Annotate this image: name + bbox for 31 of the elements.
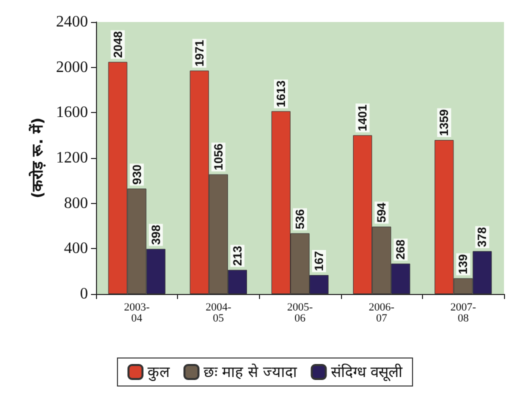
legend-label: कुल: [147, 363, 170, 382]
x-tick-label: 2004-05: [206, 302, 232, 324]
y-tick-label: 0: [80, 286, 88, 302]
data-label: 594: [374, 202, 389, 223]
data-label: 268: [394, 239, 408, 260]
data-label: 930: [130, 164, 144, 185]
x-tick-label: 2003-04: [124, 302, 150, 324]
y-tick-label: 1600: [56, 104, 88, 122]
y-tick-label: 800: [64, 194, 88, 212]
y-tick-label: 1200: [56, 150, 88, 166]
data-label: 1971: [192, 40, 206, 67]
legend-label: संदिग्ध वसूली: [330, 363, 404, 382]
data-label: 1359: [437, 108, 452, 136]
x-tick-label: 2006-07: [368, 302, 395, 324]
y-tick-label: 400: [64, 240, 88, 258]
data-label: 1401: [356, 104, 370, 132]
x-tick-label: 2005-06: [287, 302, 314, 324]
y-axis-title: (करोड़ रू. में): [28, 118, 47, 198]
data-label: 213: [230, 246, 244, 266]
data-label: 139: [456, 254, 470, 274]
data-label: 378: [475, 226, 490, 248]
y-tick-label: 2000: [56, 58, 88, 76]
data-label: 398: [148, 224, 163, 245]
data-label: 1056: [211, 143, 226, 170]
data-label: 167: [312, 250, 326, 272]
x-tick-label: 2007-08: [450, 302, 476, 324]
data-label: 536: [293, 208, 307, 230]
data-label: 1613: [274, 80, 288, 108]
legend-label: छः माह से ज्यादा: [203, 363, 298, 381]
data-label: 2048: [110, 30, 125, 58]
y-tick-label: 2400: [56, 14, 88, 30]
